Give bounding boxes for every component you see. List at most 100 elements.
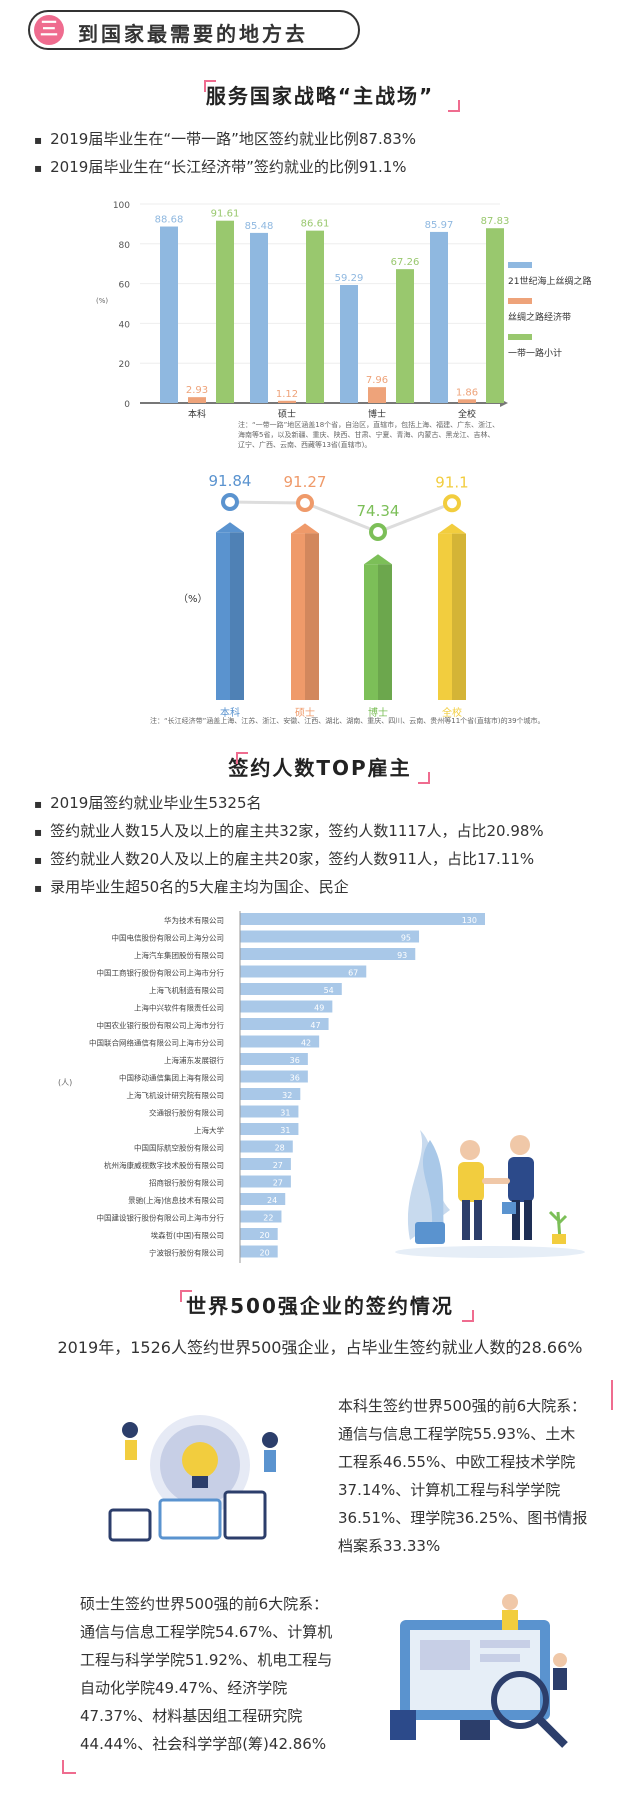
bar: [306, 230, 324, 403]
y-tick-label: 0: [124, 400, 130, 410]
bar: [240, 948, 416, 960]
bar-value-label: 49: [314, 1004, 324, 1013]
x-tick-label: 博士: [368, 706, 388, 719]
employer-label: 中国电信股份有限公司上海分公司: [112, 933, 225, 943]
bar: [240, 1088, 301, 1100]
bar: [240, 983, 342, 995]
employer-label: 上海汽车集团股份有限公司: [134, 950, 224, 960]
section-banner-title: 到国家最需要的地方去: [78, 22, 308, 46]
bar-value-label: 24: [267, 1196, 277, 1205]
bar-value-label: 1.86: [456, 387, 478, 398]
bar: [240, 1000, 333, 1013]
bar: [240, 1018, 329, 1030]
bullet-total-signed: 2019届签约就业毕业生5325名: [34, 792, 261, 813]
bar-value-label: 54: [324, 986, 334, 995]
section-number-badge: 三: [34, 15, 64, 45]
bar: [430, 231, 448, 403]
employer-label: 交通银行股份有限公司: [149, 1108, 224, 1118]
employer-label: 宁波银行股份有限公司: [149, 1248, 224, 1258]
bar-cap: [291, 523, 319, 534]
x-tick-label: 全校: [458, 408, 476, 420]
bar-value-label: 47: [310, 1021, 320, 1030]
bar: [216, 532, 244, 700]
undergrad-fortune500-text: 本科生签约世界500强的前6大院系：通信与信息工程学院55.93%、土木工程系4…: [338, 1397, 588, 1555]
bar: [240, 965, 367, 978]
bar-value-label: 28: [275, 1144, 285, 1153]
employer-label: 上海中兴软件有限责任公司: [134, 1003, 224, 1013]
bar: [188, 397, 206, 403]
bar-value-label: 2.93: [186, 385, 208, 396]
bar: [240, 1175, 291, 1188]
bar-value-label: 31: [280, 1126, 290, 1135]
master-fortune500-text: 硕士生签约世界500强的前6大院系：通信与信息工程学院54.67%、计算机工程与…: [80, 1595, 333, 1753]
legend-label: 丝绸之路经济带: [508, 311, 571, 323]
bar: [240, 1193, 286, 1205]
employer-label: 上海飞机制造有限公司: [149, 985, 224, 995]
bar: [240, 1035, 320, 1048]
bar-value-label: 42: [301, 1039, 311, 1048]
value-label: 74.34: [357, 502, 400, 520]
bar: [240, 913, 485, 925]
employer-label: 招商银行股份有限公司: [149, 1178, 224, 1188]
bar-value-label: 95: [401, 934, 411, 943]
legend-swatch: [508, 298, 532, 304]
bar-value-label: 36: [290, 1074, 300, 1083]
section2-title: 签约人数TOP雇主: [228, 756, 412, 780]
yangtze-bar-chart: 91.84 本科 91.27 硕士 74.34 博士 91.1 全校: [209, 472, 469, 719]
bar-value-label: 67: [348, 969, 358, 978]
bar-value-label: 1.12: [276, 389, 298, 400]
line-point: [443, 494, 461, 513]
value-label: 91.1: [435, 473, 468, 491]
bar: [438, 533, 466, 700]
bar: [364, 564, 392, 700]
bar-value-label: 85.48: [245, 221, 274, 232]
bar-value-label: 88.68: [155, 215, 184, 226]
value-label: 91.84: [209, 472, 252, 490]
bar-value-label: 91.61: [211, 209, 240, 220]
employer-label: 中国国际航空股份有限公司: [134, 1143, 224, 1153]
y-tick-label: 60: [119, 281, 131, 291]
bar-value-label: 20: [260, 1231, 270, 1240]
employer-label: 中国移动通信集团上海有限公司: [119, 1073, 224, 1083]
bar: [240, 930, 420, 943]
bar: [458, 399, 476, 403]
bullet-belt-road: 2019届毕业生在“一带一路”地区签约就业比例87.83%: [34, 128, 416, 149]
bar: [396, 269, 414, 403]
x-tick-label: 本科: [220, 706, 240, 719]
bar-value-label: 22: [263, 1214, 273, 1223]
bar: [486, 228, 504, 403]
x-tick-label: 本科: [188, 408, 206, 420]
chart2-note: 注：“长江经济带”涵盖上海、江苏、浙江、安徽、江西、湖北、湖南、重庆、四川、云南…: [150, 717, 545, 725]
bar: [291, 533, 319, 700]
bullet-yangtze: 2019届毕业生在“长江经济带”签约就业的比例91.1%: [34, 156, 406, 177]
bar: [240, 1158, 291, 1170]
corner-deco: [62, 1760, 76, 1774]
fortune500-summary: 2019年，1526人签约世界500强企业，占毕业生签约就业人数的28.66%: [57, 1338, 583, 1357]
employer-label: 中国建设银行股份有限公司上海市分行: [97, 1213, 225, 1223]
employer-label: 中国农业银行股份有限公司上海市分行: [97, 1020, 225, 1030]
y-tick-label: 80: [119, 241, 131, 251]
corner-deco: [462, 1310, 474, 1322]
value-label: 91.27: [284, 473, 327, 491]
employer-label: 上海大学: [194, 1125, 224, 1135]
legend-swatch: [508, 262, 532, 268]
bar-value-label: 67.26: [391, 257, 420, 268]
legend-label: 21世纪海上丝绸之路: [508, 275, 591, 287]
bar: [160, 226, 178, 403]
handshake-illustration: [395, 1130, 585, 1258]
bar-value-label: 7.96: [366, 375, 388, 386]
corner-deco: [236, 752, 248, 764]
bar-value-label: 86.61: [301, 219, 330, 230]
x-tick-label: 硕士: [278, 408, 296, 420]
corner-deco: [204, 80, 216, 92]
section3-header: 世界500强企业的签约情况: [0, 1290, 640, 1319]
line-point: [221, 493, 239, 511]
employer-label: 中国工商银行股份有限公司上海市分行: [97, 968, 225, 978]
bullet-20-plus: 签约就业人数20人及以上的雇主共20家，签约人数911人，占比17.11%: [34, 848, 534, 869]
employer-label: 景驰(上海)信息技术有限公司: [128, 1195, 224, 1205]
section-banner: 三 到国家最需要的地方去: [28, 10, 360, 50]
bar-shade: [378, 564, 392, 700]
corner-deco: [610, 1380, 613, 1410]
x-tick-label: 硕士: [295, 706, 315, 719]
bar-value-label: 27: [273, 1179, 283, 1188]
